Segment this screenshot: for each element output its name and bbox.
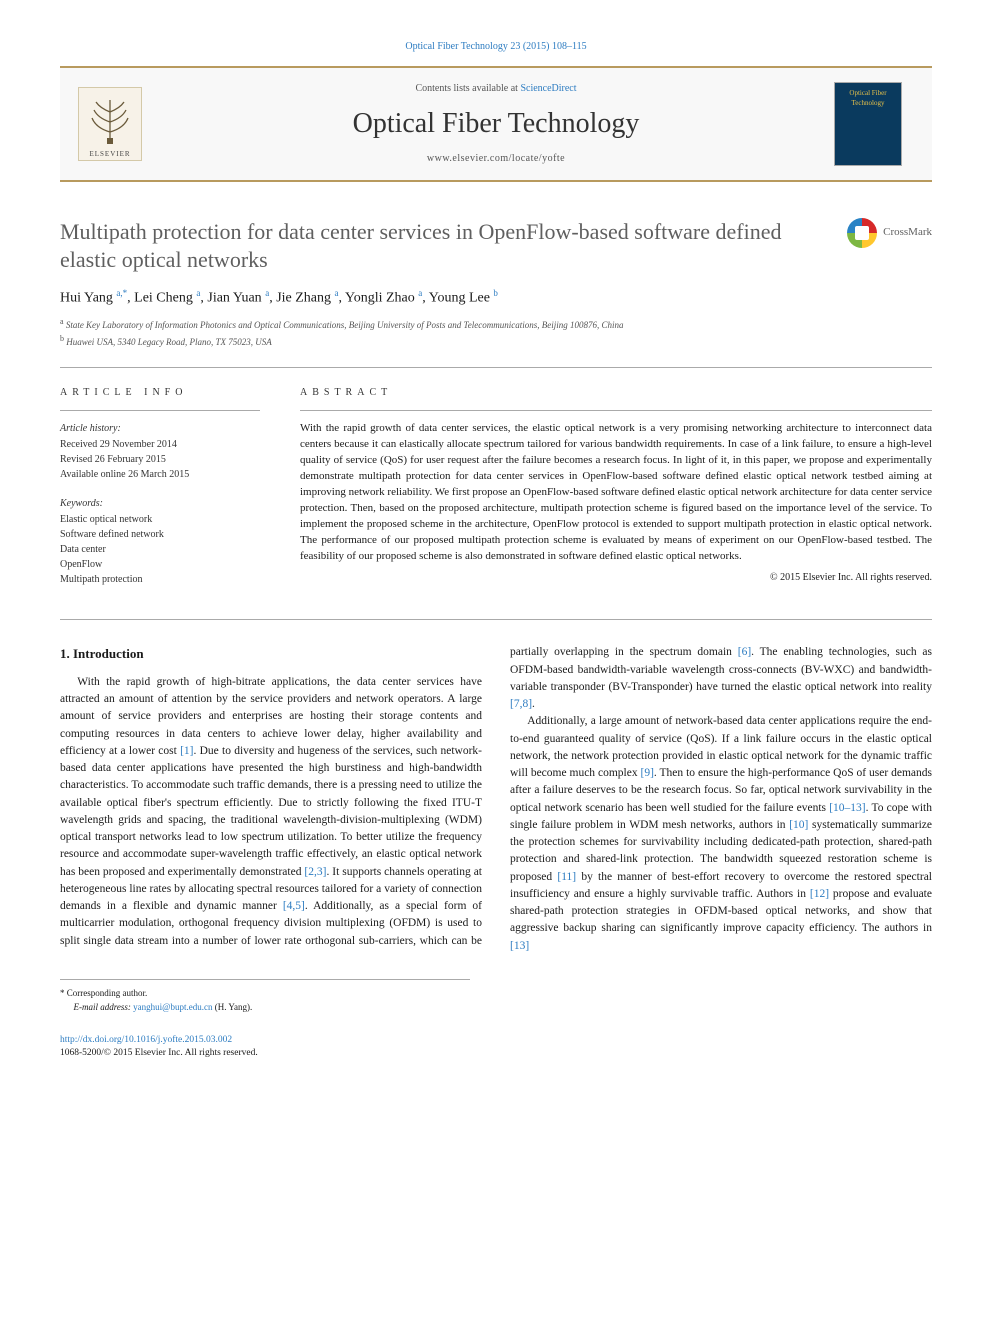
divider-line [60, 619, 932, 620]
history-line: Received 29 November 2014 [60, 437, 260, 452]
crossmark-label: CrossMark [883, 225, 932, 240]
divider-line [300, 410, 932, 411]
article-info-header: ARTICLE INFO [60, 386, 260, 400]
abstract-header: ABSTRACT [300, 386, 932, 400]
issue-citation-link[interactable]: Optical Fiber Technology 23 (2015) 108–1… [60, 40, 932, 54]
author-aff-link[interactable]: a [418, 288, 422, 298]
author-aff-link[interactable]: a [265, 288, 269, 298]
section-heading: 1. Introduction [60, 644, 482, 664]
body-paragraph: Additionally, a large amount of network-… [510, 713, 932, 955]
ref-link-45[interactable]: [4,5] [283, 900, 305, 912]
author-aff-link[interactable]: a,* [116, 288, 127, 298]
keyword-item: OpenFlow [60, 557, 260, 572]
journal-header-band: ELSEVIER Contents lists available at Sci… [60, 66, 932, 182]
article-title: Multipath protection for data center ser… [60, 218, 847, 273]
ref-link-23[interactable]: [2,3] [304, 866, 326, 878]
corresponding-author-footnote: * Corresponding author. E-mail address: … [60, 979, 470, 1014]
divider-line [60, 410, 260, 411]
article-footer: http://dx.doi.org/10.1016/j.yofte.2015.0… [60, 1034, 932, 1061]
keyword-item: Data center [60, 542, 260, 557]
ref-link-1[interactable]: [1] [180, 745, 193, 757]
issn-copyright: 1068-5200/© 2015 Elsevier Inc. All right… [60, 1048, 258, 1058]
keyword-item: Elastic optical network [60, 512, 260, 527]
abstract-text: With the rapid growth of data center ser… [300, 421, 932, 564]
ref-link-12[interactable]: [12] [810, 888, 829, 900]
email-label: E-mail address: [74, 1002, 134, 1012]
ref-link-9[interactable]: [9] [641, 767, 654, 779]
ref-link-11[interactable]: [11] [557, 871, 576, 883]
ref-link-6[interactable]: [6] [738, 646, 751, 658]
doi-link[interactable]: http://dx.doi.org/10.1016/j.yofte.2015.0… [60, 1035, 232, 1045]
ref-link-10[interactable]: [10] [789, 819, 808, 831]
article-history-block: Article history: Received 29 November 20… [60, 421, 260, 482]
crossmark-icon [847, 218, 877, 248]
keyword-item: Software defined network [60, 527, 260, 542]
journal-cover-thumbnail[interactable]: Optical Fiber Technology [834, 82, 914, 166]
history-line: Revised 26 February 2015 [60, 452, 260, 467]
authors-list: Hui Yang a,*, Lei Cheng a, Jian Yuan a, … [60, 287, 932, 308]
body-text-columns: 1. Introduction With the rapid growth of… [60, 644, 932, 955]
keywords-block: Keywords: Elastic optical networkSoftwar… [60, 496, 260, 587]
history-line: Available online 26 March 2015 [60, 467, 260, 482]
publisher-logo[interactable]: ELSEVIER [78, 87, 158, 161]
publisher-name: ELSEVIER [89, 150, 130, 160]
affiliations-list: a State Key Laboratory of Information Ph… [60, 316, 932, 349]
body-paragraph: With the rapid growth of high-bitrate ap… [60, 644, 932, 955]
contents-listing: Contents lists available at ScienceDirec… [158, 82, 834, 96]
divider-line [60, 367, 932, 368]
sciencedirect-link[interactable]: ScienceDirect [520, 83, 576, 94]
journal-title: Optical Fiber Technology [158, 104, 834, 143]
keywords-label: Keywords: [60, 496, 260, 511]
journal-url[interactable]: www.elsevier.com/locate/yofte [158, 152, 834, 166]
ref-link-78[interactable]: [7,8] [510, 698, 532, 710]
keyword-item: Multipath protection [60, 572, 260, 587]
history-label: Article history: [60, 421, 260, 436]
corresponding-email-link[interactable]: yanghui@bupt.edu.cn [133, 1002, 212, 1012]
elsevier-tree-icon [83, 94, 137, 148]
author-aff-link[interactable]: a [196, 288, 200, 298]
crossmark-badge[interactable]: CrossMark [847, 218, 932, 248]
cover-image: Optical Fiber Technology [834, 82, 902, 166]
ref-link-1013[interactable]: [10–13] [829, 802, 865, 814]
ref-link-13[interactable]: [13] [510, 940, 529, 952]
abstract-copyright: © 2015 Elsevier Inc. All rights reserved… [300, 571, 932, 585]
author-aff-link[interactable]: a [335, 288, 339, 298]
author-aff-link[interactable]: b [493, 288, 498, 298]
